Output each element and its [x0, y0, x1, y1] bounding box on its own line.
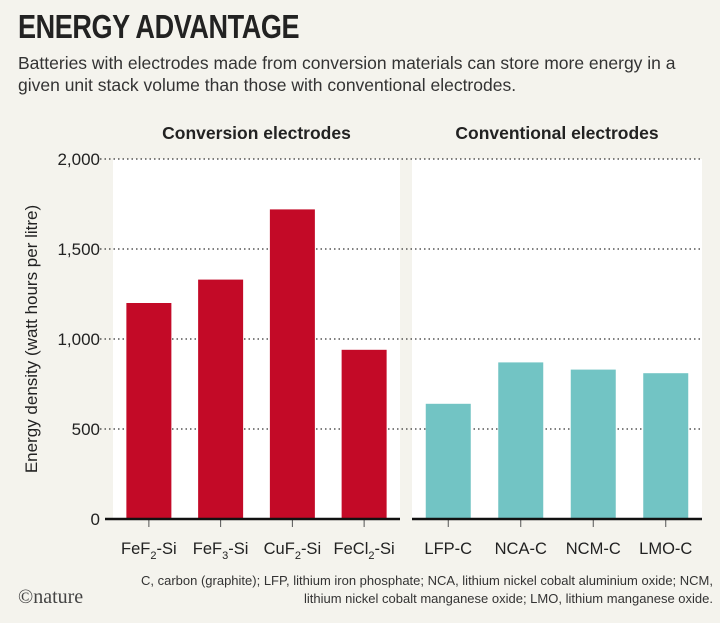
y-tick-label: 1,500 — [57, 240, 100, 259]
y-tick-label: 0 — [91, 510, 100, 529]
panel-title: Conversion electrodes — [162, 123, 351, 143]
bar — [570, 369, 616, 519]
bar — [269, 209, 315, 519]
bar — [643, 373, 689, 519]
y-tick-label: 2,000 — [57, 150, 100, 169]
y-tick-label: 1,000 — [57, 330, 100, 349]
x-tick-label: CuF2-Si — [264, 540, 321, 562]
panel-title: Conventional electrodes — [455, 123, 659, 143]
x-tick-label: LFP-C — [424, 540, 472, 558]
chart-subtitle: Batteries with electrodes made from conv… — [18, 53, 676, 95]
nature-logo: ©nature — [18, 586, 84, 608]
x-tick-label: FeF3-Si — [193, 540, 249, 562]
bar — [498, 362, 544, 519]
footnote: C, carbon (graphite); LFP, lithium iron … — [140, 573, 713, 606]
bar — [126, 303, 172, 519]
bar — [341, 349, 387, 519]
chart-title: ENERGY ADVANTAGE — [18, 8, 300, 45]
x-tick-label: NCA-C — [495, 540, 547, 558]
bar — [198, 279, 244, 519]
x-tick-label: NCM-C — [566, 540, 621, 558]
bar — [425, 403, 471, 519]
y-axis-label: Energy density (watt hours per litre) — [22, 205, 41, 473]
x-tick-label: FeF2-Si — [121, 540, 177, 562]
y-tick-label: 500 — [72, 420, 100, 439]
x-tick-label: LMO-C — [639, 540, 692, 558]
x-tick-label: FeCl2-Si — [334, 540, 395, 562]
